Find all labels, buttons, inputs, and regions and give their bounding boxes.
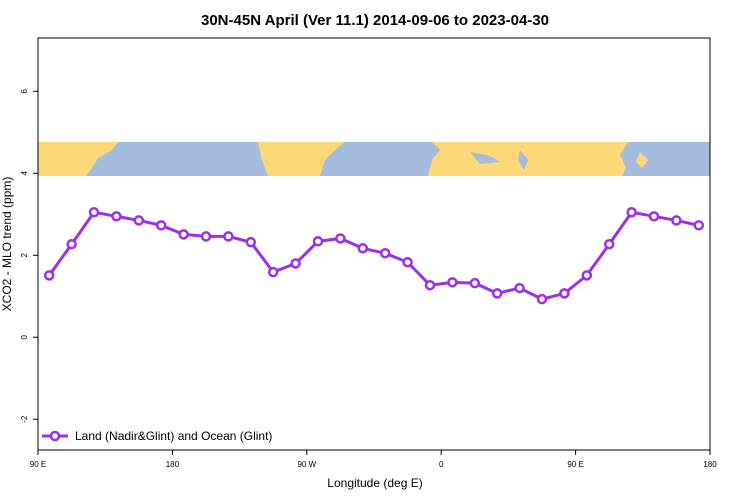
x-axis-label: Longitude (deg E) [327,476,422,490]
line [47,210,700,301]
point [447,277,458,288]
x-tick-label: 180 [703,460,717,469]
x-tick-label: 180 [166,460,180,469]
x-tick-label: 90 W [297,460,316,469]
point [491,288,503,299]
point [536,293,548,305]
point [200,231,212,242]
point [223,231,234,242]
y-tick-label: 0 [20,334,29,339]
y-tick-label: 6 [20,89,29,94]
plot-frame [37,37,711,451]
point [402,256,413,268]
y-axis-label: XCO2 - MLO trend (ppm) [0,177,14,312]
y-tick-label: 2 [20,253,29,258]
point [693,220,705,231]
y-tick-label: -2 [20,415,29,423]
legend-marker [49,430,61,442]
legend-label: Land (Nadir&Glint) and Ocean (Glint) [75,429,272,443]
point [379,247,391,259]
point [312,236,324,247]
point [88,206,100,218]
point [424,279,436,291]
point [514,282,525,294]
point [66,238,77,250]
point [43,270,55,281]
point [357,243,369,254]
point [290,258,301,269]
x-tick-label: 90 E [567,460,583,469]
point [133,215,145,226]
x-tick-label: 0 [439,460,444,469]
point [245,236,257,248]
map-band [38,142,710,176]
point [671,215,682,226]
point [178,229,189,240]
point [111,211,122,222]
point [626,206,637,218]
point [603,238,615,250]
point [559,288,570,299]
y-tick-label: 4 [20,171,29,176]
chart-title: 30N-45N April (Ver 11.1) 2014-09-06 to 2… [201,12,549,29]
point [335,233,346,244]
point [581,270,593,281]
point [155,220,167,231]
point [469,277,481,289]
x-tick-label: 90 E [30,460,46,469]
point [648,211,660,222]
point [267,266,279,278]
